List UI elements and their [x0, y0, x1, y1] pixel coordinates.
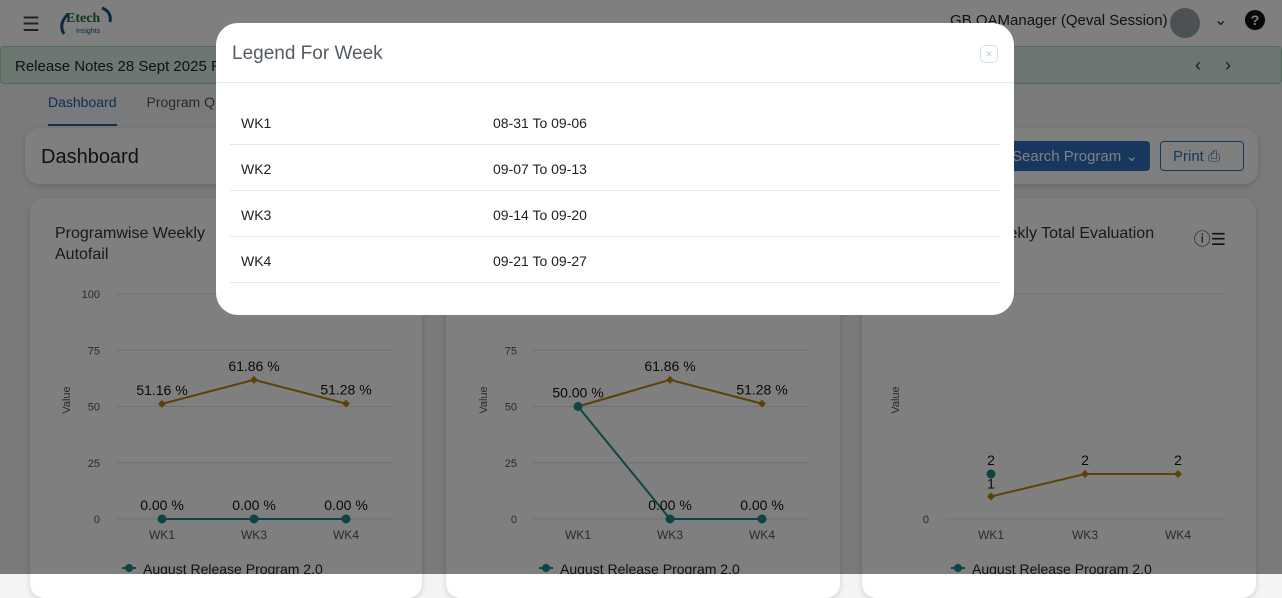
legend-row: WK1 08-31 To 09-06 [230, 99, 1000, 145]
legend-row: WK4 09-21 To 09-27 [230, 237, 1000, 283]
week-label: WK3 [241, 207, 272, 223]
legend-modal: Legend For Week × WK1 08-31 To 09-06 WK2 09… [216, 23, 1014, 315]
close-icon[interactable]: × [980, 45, 998, 63]
week-range: 09-21 To 09-27 [493, 253, 587, 269]
modal-title: Legend For Week [216, 23, 1014, 83]
week-label: WK4 [241, 253, 272, 269]
week-range: 09-14 To 09-20 [493, 207, 587, 223]
legend-row: WK3 09-14 To 09-20 [230, 191, 1000, 237]
week-label: WK2 [241, 161, 272, 177]
week-label: WK1 [241, 115, 272, 131]
legend-row: WK2 09-07 To 09-13 [230, 145, 1000, 191]
week-range: 08-31 To 09-06 [493, 115, 587, 131]
week-range: 09-07 To 09-13 [493, 161, 587, 177]
